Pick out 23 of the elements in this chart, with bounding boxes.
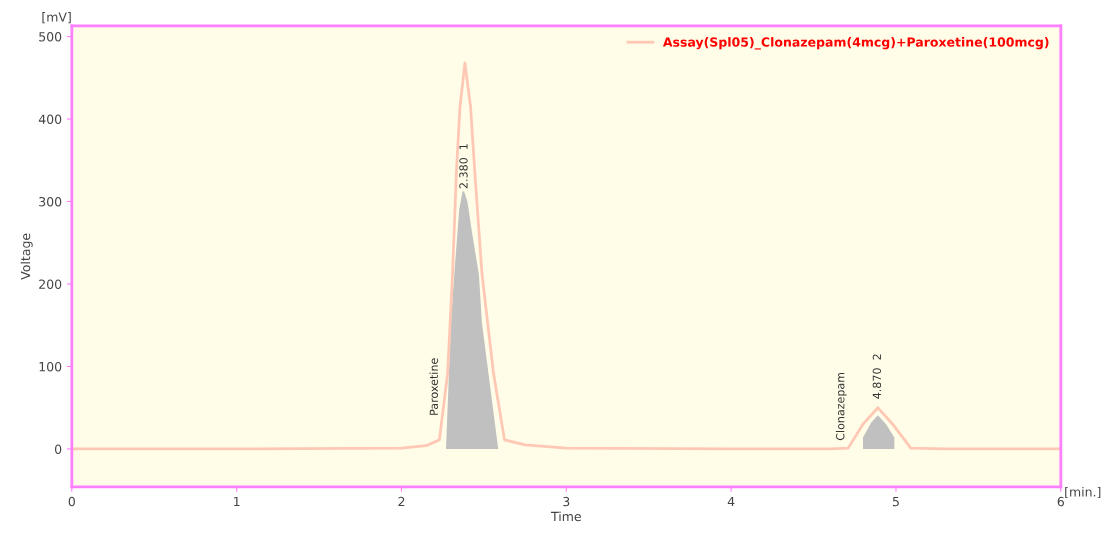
y-tick-label: 400 <box>38 114 62 124</box>
line-series <box>71 61 1061 451</box>
annotation: Clonazepam <box>835 372 847 441</box>
y-tick-label: 100 <box>39 361 62 372</box>
x-tick-label: 3 <box>563 496 570 507</box>
y-tick-label: 300 <box>39 196 62 207</box>
annotation: 2.380 1 <box>459 144 468 189</box>
text: [min.] <box>1065 486 1101 499</box>
y-tick-label: 0 <box>54 444 62 454</box>
y-tick-label: 500 <box>39 32 62 42</box>
x-tick-label: 4 <box>727 497 735 507</box>
annotation: Paroxetine <box>429 358 438 415</box>
x-tick-label: 1 <box>234 497 240 507</box>
annotation: 4.870 2 <box>872 354 882 399</box>
y-axis-title: Voltage <box>20 233 33 280</box>
x-tick-label: 5 <box>892 497 899 507</box>
x-axis-title: Time <box>550 511 581 522</box>
y-tick-label: 200 <box>39 279 62 289</box>
x-tick-label: 2 <box>398 496 405 507</box>
x-tick-label: 0 <box>68 496 75 507</box>
text: [mV] <box>42 12 71 24</box>
legend-label: Assay(Spl05)_Clonazepam(4mcg)+Paroxetine(100mcg) <box>662 37 1049 50</box>
x-tick-label: 6 <box>1057 496 1064 507</box>
